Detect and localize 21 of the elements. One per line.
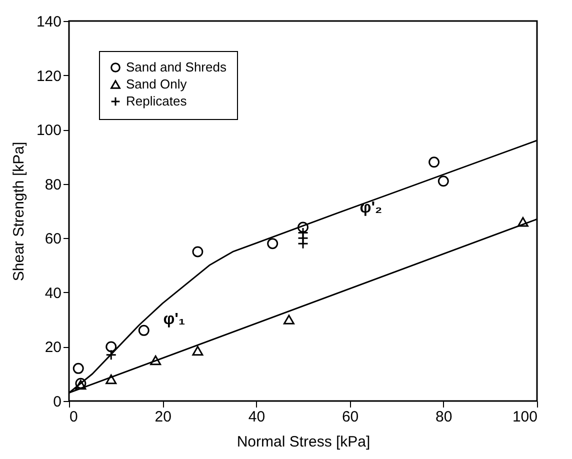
legend-label: Replicates [126, 94, 188, 108]
y-tick-label: 80 [44, 176, 62, 194]
x-tick-label: 0 [70, 408, 78, 426]
x-tick-label: 60 [342, 408, 359, 426]
y-tick-label: 120 [36, 68, 62, 85]
x-tick-label: 40 [248, 408, 266, 426]
annotation: φ'₂ [360, 200, 382, 217]
y-tick-label: 20 [44, 339, 62, 356]
y-axis-title: Shear Strength [kPa] [10, 142, 28, 282]
annotation: φ'₁ [163, 311, 186, 328]
legend-label: Sand and Shreds [126, 60, 227, 74]
y-tick-label: 100 [36, 122, 62, 140]
y-tick-label: 40 [44, 284, 62, 302]
y-tick-label: 60 [44, 230, 62, 248]
x-tick-label: 100 [512, 408, 538, 426]
x-tick-label: 20 [154, 408, 172, 426]
y-tick-label: 0 [53, 394, 62, 410]
x-tick-label: 80 [436, 408, 452, 426]
x-axis-title: Normal Stress [kPa] [236, 434, 370, 450]
y-tick-label: 140 [36, 14, 62, 30]
legend-label: Sand Only [126, 76, 188, 92]
